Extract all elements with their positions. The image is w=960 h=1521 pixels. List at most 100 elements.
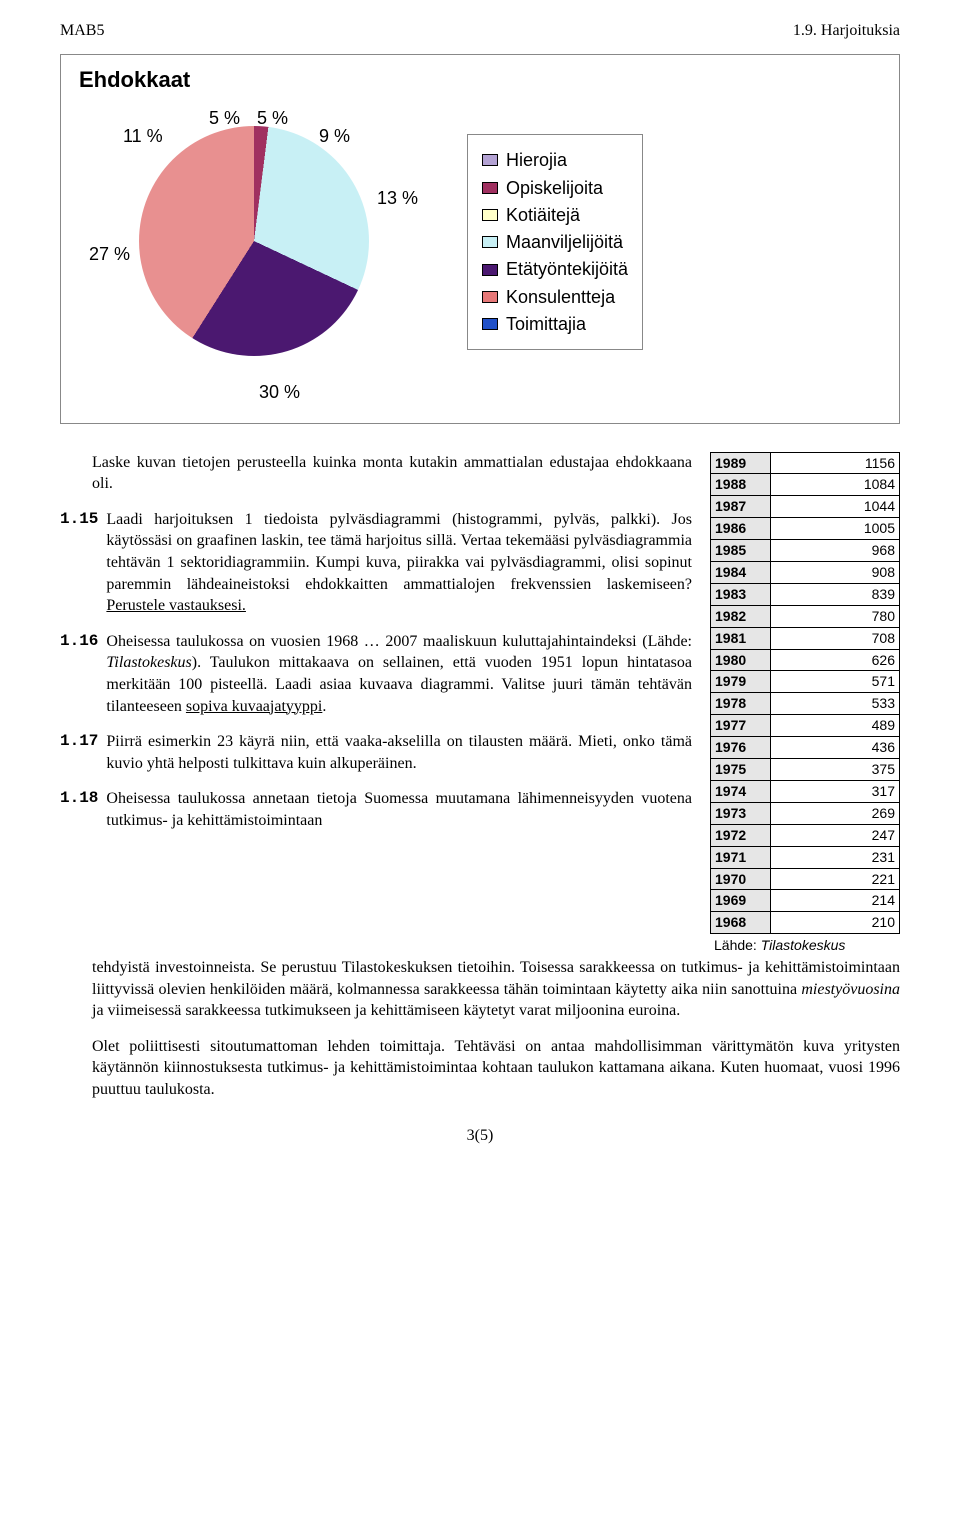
legend-item: Toimittajia — [482, 312, 628, 336]
exercise-number: 1.15 — [60, 509, 98, 617]
table-row: 1968210 — [711, 912, 900, 934]
p117-text: Piirrä esimerkin 23 käyrä niin, että vaa… — [106, 731, 692, 774]
table-cell: 968 — [771, 540, 900, 562]
p116-a: Oheisessa taulukossa on vuosien 1968 … 2… — [106, 633, 692, 650]
table-cell: 626 — [771, 649, 900, 671]
table-cell: 533 — [771, 693, 900, 715]
table-cell: 708 — [771, 627, 900, 649]
pie-label-13: 13 % — [377, 186, 418, 210]
table-row: 1969214 — [711, 890, 900, 912]
pie-label-5a: 5 % — [209, 106, 240, 130]
table-cell: 1989 — [711, 452, 771, 474]
pie-label-5b: 5 % — [257, 106, 288, 130]
header-left: MAB5 — [60, 20, 104, 42]
table-row: 1972247 — [711, 824, 900, 846]
data-table-wrap: 1989115619881084198710441986100519859681… — [710, 452, 900, 957]
header-right: 1.9. Harjoituksia — [793, 20, 900, 42]
legend-label: Toimittajia — [506, 312, 586, 336]
table-cell: 317 — [771, 780, 900, 802]
table-cell: 489 — [771, 715, 900, 737]
table-cell: 1984 — [711, 562, 771, 584]
table-row: 1978533 — [711, 693, 900, 715]
legend-label: Konsulentteja — [506, 285, 615, 309]
table-cell: 210 — [771, 912, 900, 934]
exercise-number: 1.16 — [60, 631, 98, 717]
pie-label-9: 9 % — [319, 124, 350, 148]
table-cell: 1973 — [711, 802, 771, 824]
table-cell: 1044 — [771, 496, 900, 518]
table-cell: 1005 — [771, 518, 900, 540]
exercise-1-16: 1.16 Oheisessa taulukossa on vuosien 196… — [60, 631, 692, 717]
table-caption: Lähde: Tilastokeskus — [710, 934, 900, 957]
table-cell: 1972 — [711, 824, 771, 846]
exercise-1-18: 1.18 Oheisessa taulukossa annetaan tieto… — [60, 788, 692, 831]
page-header: MAB5 1.9. Harjoituksia — [60, 20, 900, 42]
table-cell: 908 — [771, 562, 900, 584]
p115-underline: Perustele vastauksesi. — [106, 597, 246, 614]
p118-continuation: tehdyistä investoinneista. Se perustuu T… — [92, 957, 900, 1022]
table-cell: 1969 — [711, 890, 771, 912]
table-cell: 1974 — [711, 780, 771, 802]
p118-a: Oheisessa taulukossa annetaan tietoja Su… — [106, 788, 692, 831]
table-row: 1981708 — [711, 627, 900, 649]
table-cell: 1988 — [711, 474, 771, 496]
table-cell: 221 — [771, 868, 900, 890]
table-row: 1977489 — [711, 715, 900, 737]
p118-ital: miestyövuosina — [801, 981, 900, 998]
p116-link: Tilastokeskus — [106, 654, 191, 671]
table-cell: 1970 — [711, 868, 771, 890]
table-cell: 1987 — [711, 496, 771, 518]
p115-text: Laadi harjoituksen 1 tiedoista pylväsdia… — [106, 511, 692, 593]
legend-label: Opiskelijoita — [506, 176, 603, 200]
chart-legend: Hierojia Opiskelijoita Kotiäitejä Maanvilje… — [467, 134, 643, 350]
table-row: 1982780 — [711, 605, 900, 627]
data-table: 1989115619881084198710441986100519859681… — [710, 452, 900, 935]
legend-item: Hierojia — [482, 148, 628, 172]
pie-chart: 5 % 5 % 11 % 9 % 13 % 27 % — [79, 112, 439, 372]
exercise-1-17: 1.17 Piirrä esimerkin 23 käyrä niin, ett… — [60, 731, 692, 774]
table-cell: 1975 — [711, 759, 771, 781]
legend-item: Maanviljelijöitä — [482, 230, 628, 254]
table-cell: 1983 — [711, 583, 771, 605]
page-footer: 3(5) — [60, 1125, 900, 1147]
p116-c: . — [322, 698, 326, 715]
exercise-1-15: 1.15 Laadi harjoituksen 1 tiedoista pylv… — [60, 509, 692, 617]
pie-label-30: 30 % — [259, 380, 881, 404]
pie-label-11: 11 % — [123, 124, 163, 148]
table-cell: 1156 — [771, 452, 900, 474]
table-cell: 1981 — [711, 627, 771, 649]
legend-item: Konsulentteja — [482, 285, 628, 309]
p118-full: tehdyistä investoinneista. Se perustuu T… — [92, 959, 900, 998]
table-cell: 1968 — [711, 912, 771, 934]
table-row: 1971231 — [711, 846, 900, 868]
legend-swatch — [482, 236, 498, 248]
legend-swatch — [482, 291, 498, 303]
table-row: 1974317 — [711, 780, 900, 802]
table-cell: 1979 — [711, 671, 771, 693]
table-cell: 1982 — [711, 605, 771, 627]
intro-para: Laske kuvan tietojen perusteella kuinka … — [92, 452, 692, 495]
legend-swatch — [482, 264, 498, 276]
table-cell: 247 — [771, 824, 900, 846]
table-row: 1983839 — [711, 583, 900, 605]
caption-a: Lähde: — [714, 937, 761, 953]
table-row: 1984908 — [711, 562, 900, 584]
table-row: 19881084 — [711, 474, 900, 496]
table-cell: 1977 — [711, 715, 771, 737]
pie-graphic — [139, 126, 369, 356]
legend-swatch — [482, 209, 498, 221]
table-cell: 436 — [771, 737, 900, 759]
table-cell: 269 — [771, 802, 900, 824]
table-cell: 1980 — [711, 649, 771, 671]
table-cell: 375 — [771, 759, 900, 781]
exercise-number: 1.17 — [60, 731, 98, 774]
chart-title: Ehdokkaat — [79, 65, 881, 95]
table-cell: 1084 — [771, 474, 900, 496]
table-cell: 1978 — [711, 693, 771, 715]
table-cell: 839 — [771, 583, 900, 605]
table-cell: 231 — [771, 846, 900, 868]
closing-para: Olet poliittisesti sitoutumattoman lehde… — [92, 1036, 900, 1101]
legend-item: Opiskelijoita — [482, 176, 628, 200]
p116-u: sopiva kuvaajatyyppi — [186, 698, 322, 715]
legend-item: Kotiäitejä — [482, 203, 628, 227]
